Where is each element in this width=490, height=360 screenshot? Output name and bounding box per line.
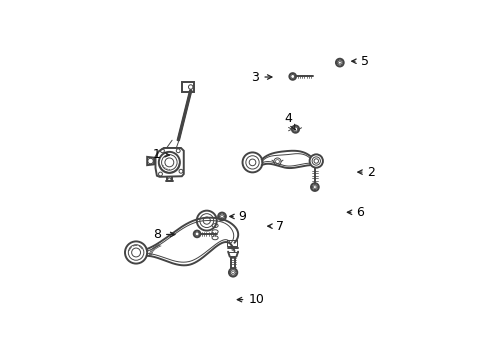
Text: 8: 8 (153, 228, 175, 241)
Text: 7: 7 (268, 220, 284, 233)
Text: 1: 1 (153, 148, 170, 161)
Text: 3: 3 (251, 71, 272, 84)
Text: 6: 6 (347, 206, 365, 219)
Text: 5: 5 (352, 55, 368, 68)
Text: 2: 2 (358, 166, 375, 179)
Text: 9: 9 (230, 210, 246, 223)
Text: 4: 4 (285, 112, 295, 130)
Text: 10: 10 (237, 293, 264, 306)
